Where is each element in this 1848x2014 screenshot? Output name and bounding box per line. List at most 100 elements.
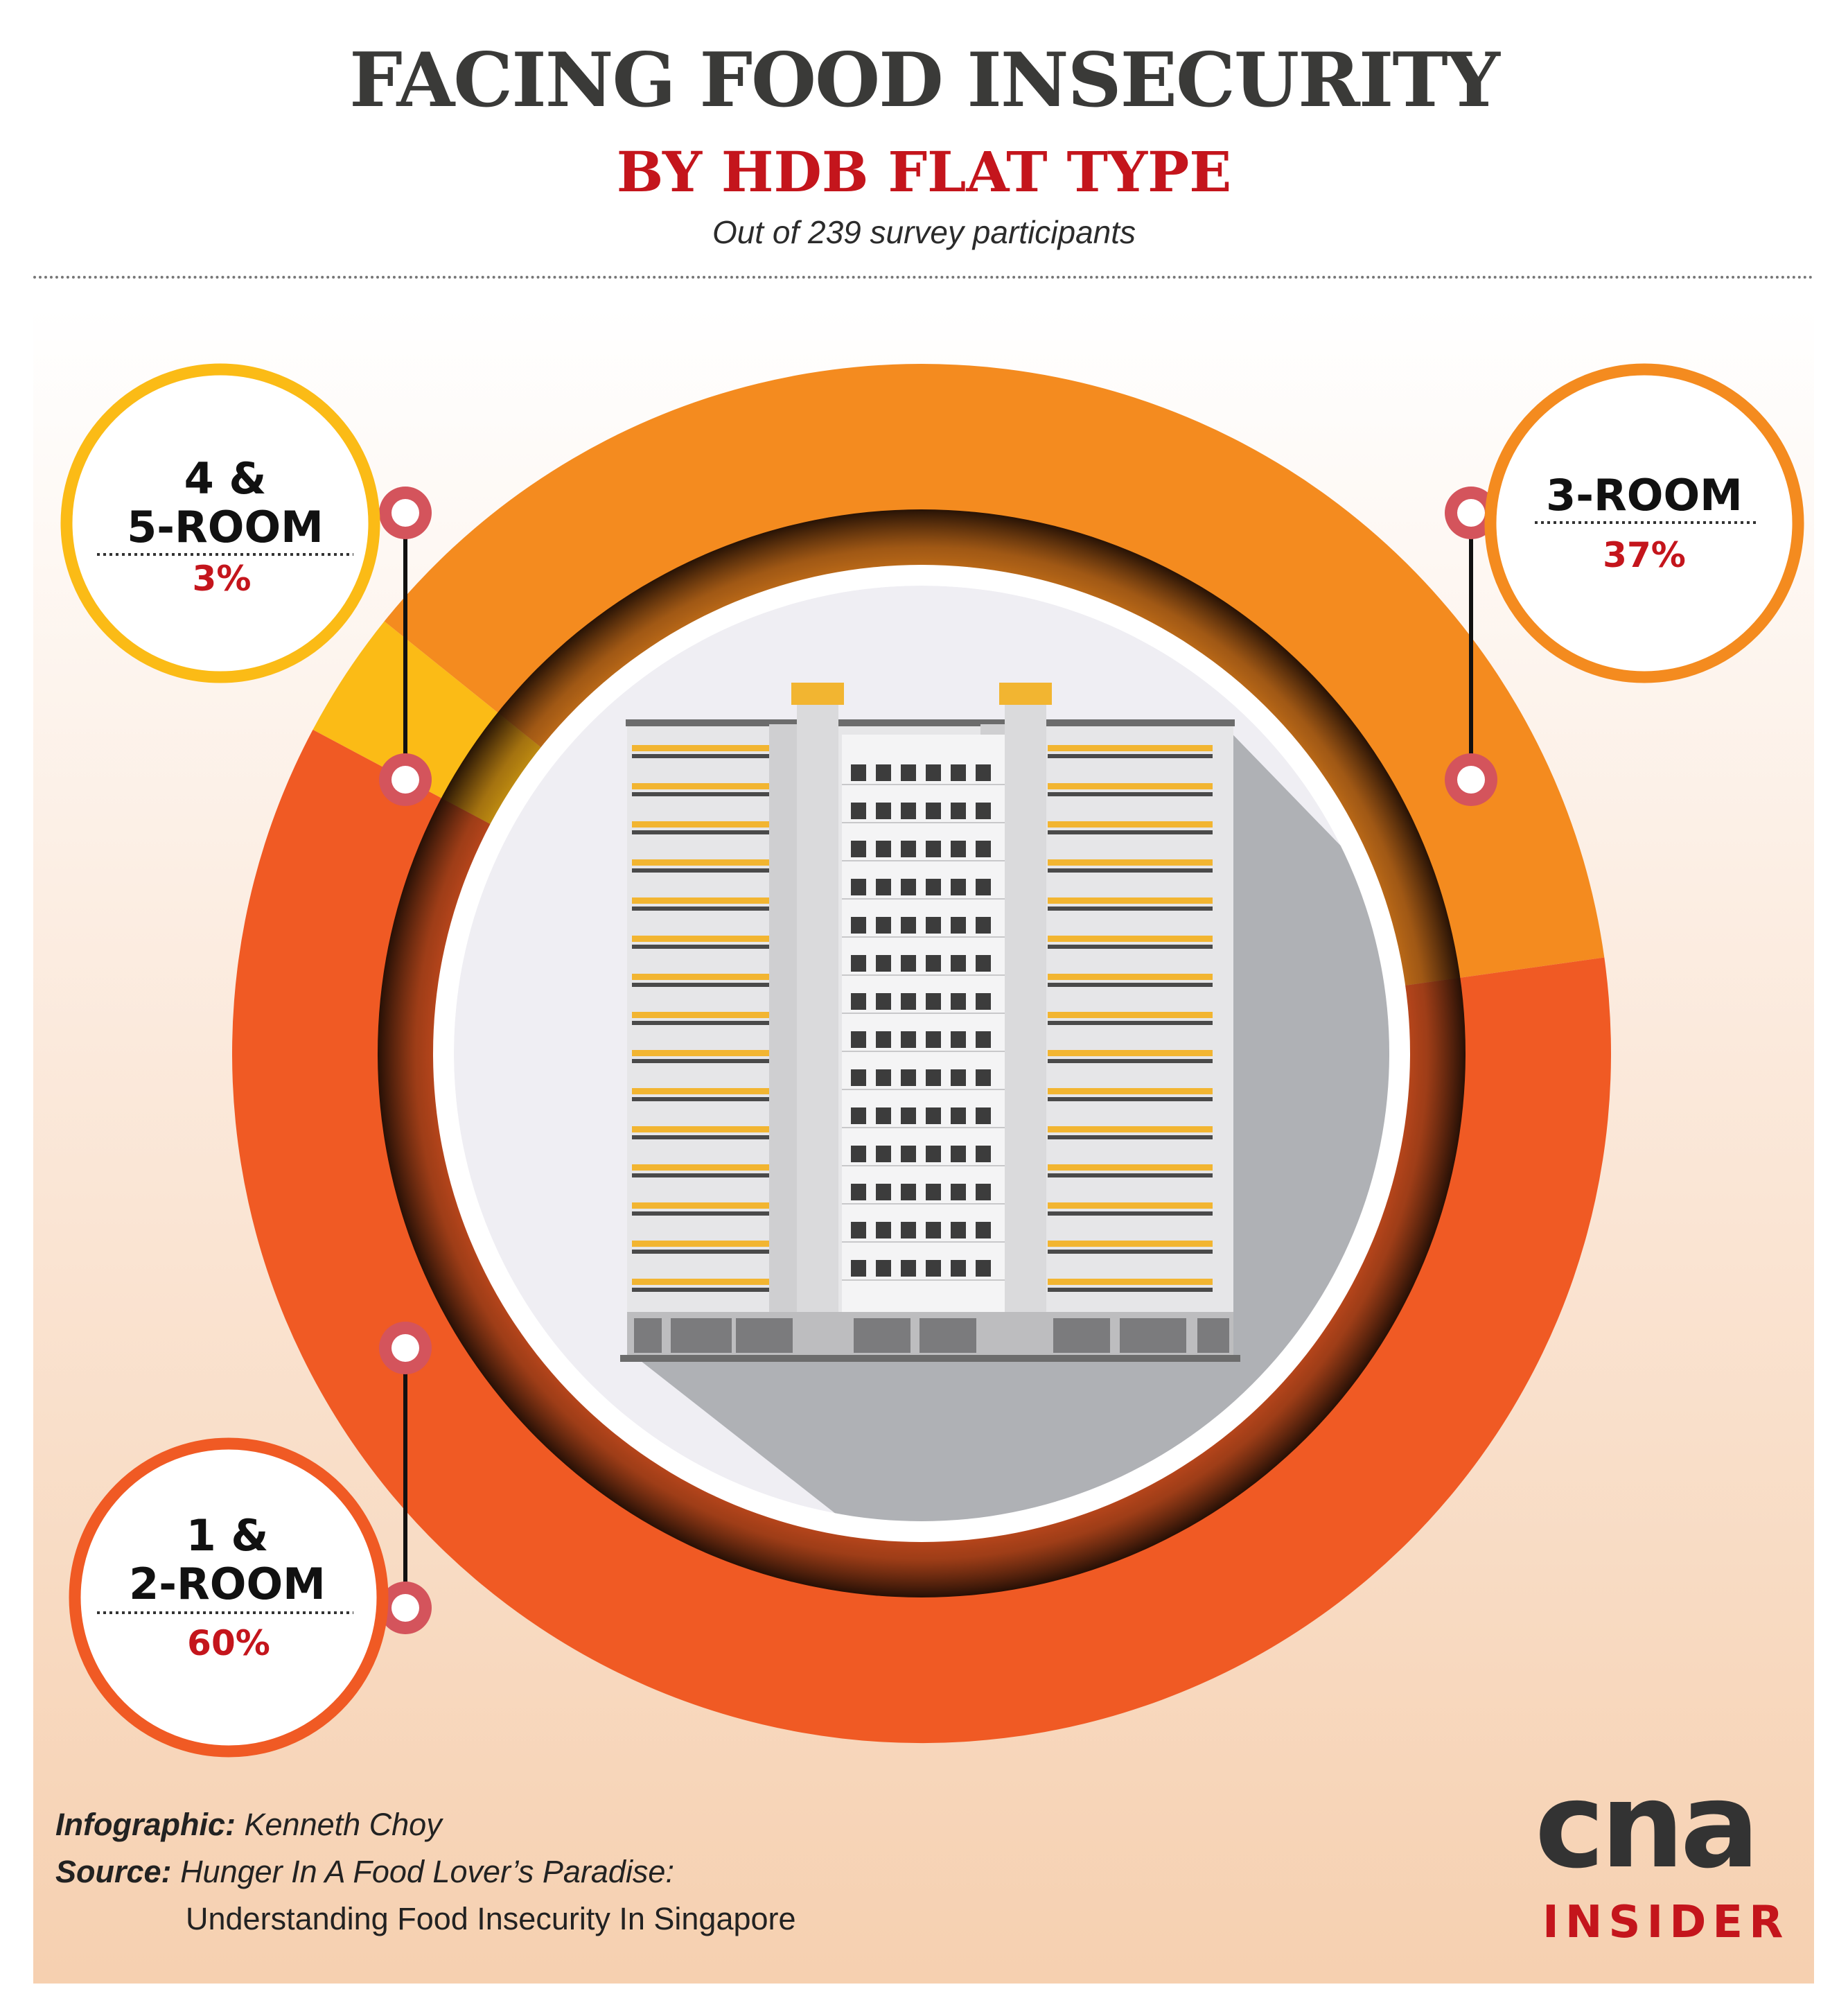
- marker-4-5-room-bottom: [379, 753, 432, 806]
- credit-infographic: Infographic: Kenneth Choy: [55, 1809, 442, 1840]
- balcony-left: [632, 1164, 769, 1171]
- insider-logo: INSIDER: [1542, 1897, 1790, 1948]
- window-band-left: [632, 1021, 769, 1025]
- window: [876, 764, 891, 781]
- window: [951, 955, 966, 972]
- floor-line: [842, 1051, 1005, 1052]
- window: [901, 993, 916, 1010]
- callout-1-2-room-line1: 1 &: [186, 1510, 269, 1561]
- callout-4-5-room-line1: 4 &: [184, 453, 267, 504]
- window: [901, 879, 916, 895]
- window: [901, 1107, 916, 1124]
- window: [901, 1260, 916, 1277]
- credit-source-label: Source:: [55, 1854, 172, 1889]
- floor-line: [842, 1013, 1005, 1014]
- window: [926, 1146, 941, 1162]
- window: [851, 803, 866, 819]
- window-band-right: [1048, 1211, 1213, 1216]
- window: [876, 1184, 891, 1200]
- building-pillar-right: [1005, 703, 1046, 1355]
- credit-infographic-label: Infographic:: [55, 1807, 236, 1842]
- balcony-left: [632, 1088, 769, 1094]
- window: [951, 841, 966, 857]
- credit-infographic-value: Kenneth Choy: [244, 1807, 442, 1842]
- window: [951, 1069, 966, 1086]
- marker-3-room-top: [1445, 487, 1497, 539]
- window: [926, 1222, 941, 1238]
- building-shadow: [637, 721, 1389, 1521]
- ground-opening: [1197, 1318, 1229, 1353]
- window: [951, 1031, 966, 1048]
- window: [926, 993, 941, 1010]
- window: [901, 955, 916, 972]
- window-band-right: [1048, 1021, 1213, 1025]
- ground-opening: [634, 1318, 662, 1353]
- window: [926, 1260, 941, 1277]
- window-band-left: [632, 1173, 769, 1177]
- window: [901, 764, 916, 781]
- window: [901, 803, 916, 819]
- window-band-right: [1048, 754, 1213, 758]
- balcony-left: [632, 936, 769, 942]
- window: [876, 1146, 891, 1162]
- window: [876, 879, 891, 895]
- window: [876, 1107, 891, 1124]
- balcony-right: [1048, 821, 1213, 828]
- window: [851, 1146, 866, 1162]
- window: [976, 1031, 991, 1048]
- window: [851, 879, 866, 895]
- window-band-right: [1048, 1059, 1213, 1063]
- window: [851, 917, 866, 934]
- window: [951, 1222, 966, 1238]
- window: [876, 1069, 891, 1086]
- floor-line: [842, 936, 1005, 938]
- balcony-right: [1048, 1164, 1213, 1171]
- window: [901, 1069, 916, 1086]
- window-band-right: [1048, 983, 1213, 987]
- window: [976, 1107, 991, 1124]
- window: [951, 764, 966, 781]
- balcony-right: [1048, 1012, 1213, 1018]
- window: [851, 1069, 866, 1086]
- floor-line: [842, 1241, 1005, 1243]
- window-band-right: [1048, 1250, 1213, 1254]
- window: [926, 764, 941, 781]
- floor-line: [842, 1203, 1005, 1205]
- header-divider: [33, 276, 1814, 279]
- window: [876, 1031, 891, 1048]
- window-band-left: [632, 1288, 769, 1292]
- window-band-right: [1048, 792, 1213, 796]
- window: [876, 955, 891, 972]
- window-band-left: [632, 1135, 769, 1139]
- window: [951, 879, 966, 895]
- window: [976, 955, 991, 972]
- balcony-left: [632, 821, 769, 828]
- window: [976, 841, 991, 857]
- ground-opening: [1053, 1318, 1110, 1353]
- window: [926, 1069, 941, 1086]
- ground-openings: [634, 1318, 1229, 1353]
- balcony-right: [1048, 897, 1213, 904]
- window-band-right: [1048, 945, 1213, 949]
- balcony-right: [1048, 745, 1213, 751]
- window-band-right: [1048, 1288, 1213, 1292]
- window-band-left: [632, 1059, 769, 1063]
- window: [901, 917, 916, 934]
- floor-line: [842, 1127, 1005, 1128]
- ground-opening: [1120, 1318, 1186, 1353]
- window: [926, 879, 941, 895]
- window: [976, 764, 991, 781]
- building-pillar-left: [797, 703, 838, 1355]
- window-band-right: [1048, 830, 1213, 834]
- window: [851, 955, 866, 972]
- window: [851, 1107, 866, 1124]
- window: [976, 1069, 991, 1086]
- floor-line: [842, 974, 1005, 976]
- credit-source: Source: Hunger In A Food Lover’s Paradis…: [55, 1856, 674, 1887]
- window: [976, 1260, 991, 1277]
- window: [851, 993, 866, 1010]
- window-band-left: [632, 830, 769, 834]
- window-band-left: [632, 1250, 769, 1254]
- floor-line: [842, 898, 1005, 900]
